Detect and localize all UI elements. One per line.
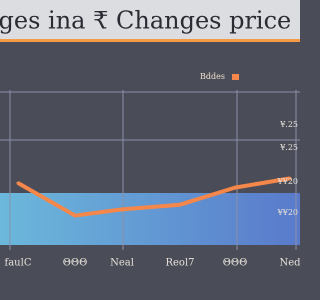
annotation: ¥.25	[279, 120, 298, 129]
point	[233, 186, 237, 190]
chart-title: anges ina ₹ Changes price	[0, 7, 291, 35]
series-line	[17, 176, 291, 218]
point	[178, 203, 182, 207]
plot-background	[0, 42, 300, 300]
annotation: ¥.25	[279, 143, 298, 152]
point	[73, 214, 77, 218]
chart: anges ina ₹ Changes price Bddes faulC ΘΘΘ…	[0, 0, 300, 300]
annotation: ¥¥20	[277, 208, 298, 217]
legend-swatch	[232, 74, 239, 80]
x-tick-label: ΘΘΘ	[223, 258, 248, 269]
x-tick-label: Neal	[110, 258, 134, 269]
point	[16, 181, 20, 185]
area-band	[0, 193, 300, 245]
title-rule	[0, 39, 300, 42]
point	[120, 207, 124, 211]
title-band	[0, 0, 300, 40]
x-tick-label: Ned	[279, 258, 300, 269]
x-tick-label: faulC	[5, 258, 32, 269]
x-tick-label: ΘΘΘ	[63, 258, 88, 269]
point	[288, 176, 292, 180]
annotation: ¥¥20	[277, 177, 298, 186]
legend-label: Bddes	[200, 72, 225, 81]
x-tick-label: Reol7	[165, 258, 194, 269]
legend: Bddes	[200, 72, 239, 81]
